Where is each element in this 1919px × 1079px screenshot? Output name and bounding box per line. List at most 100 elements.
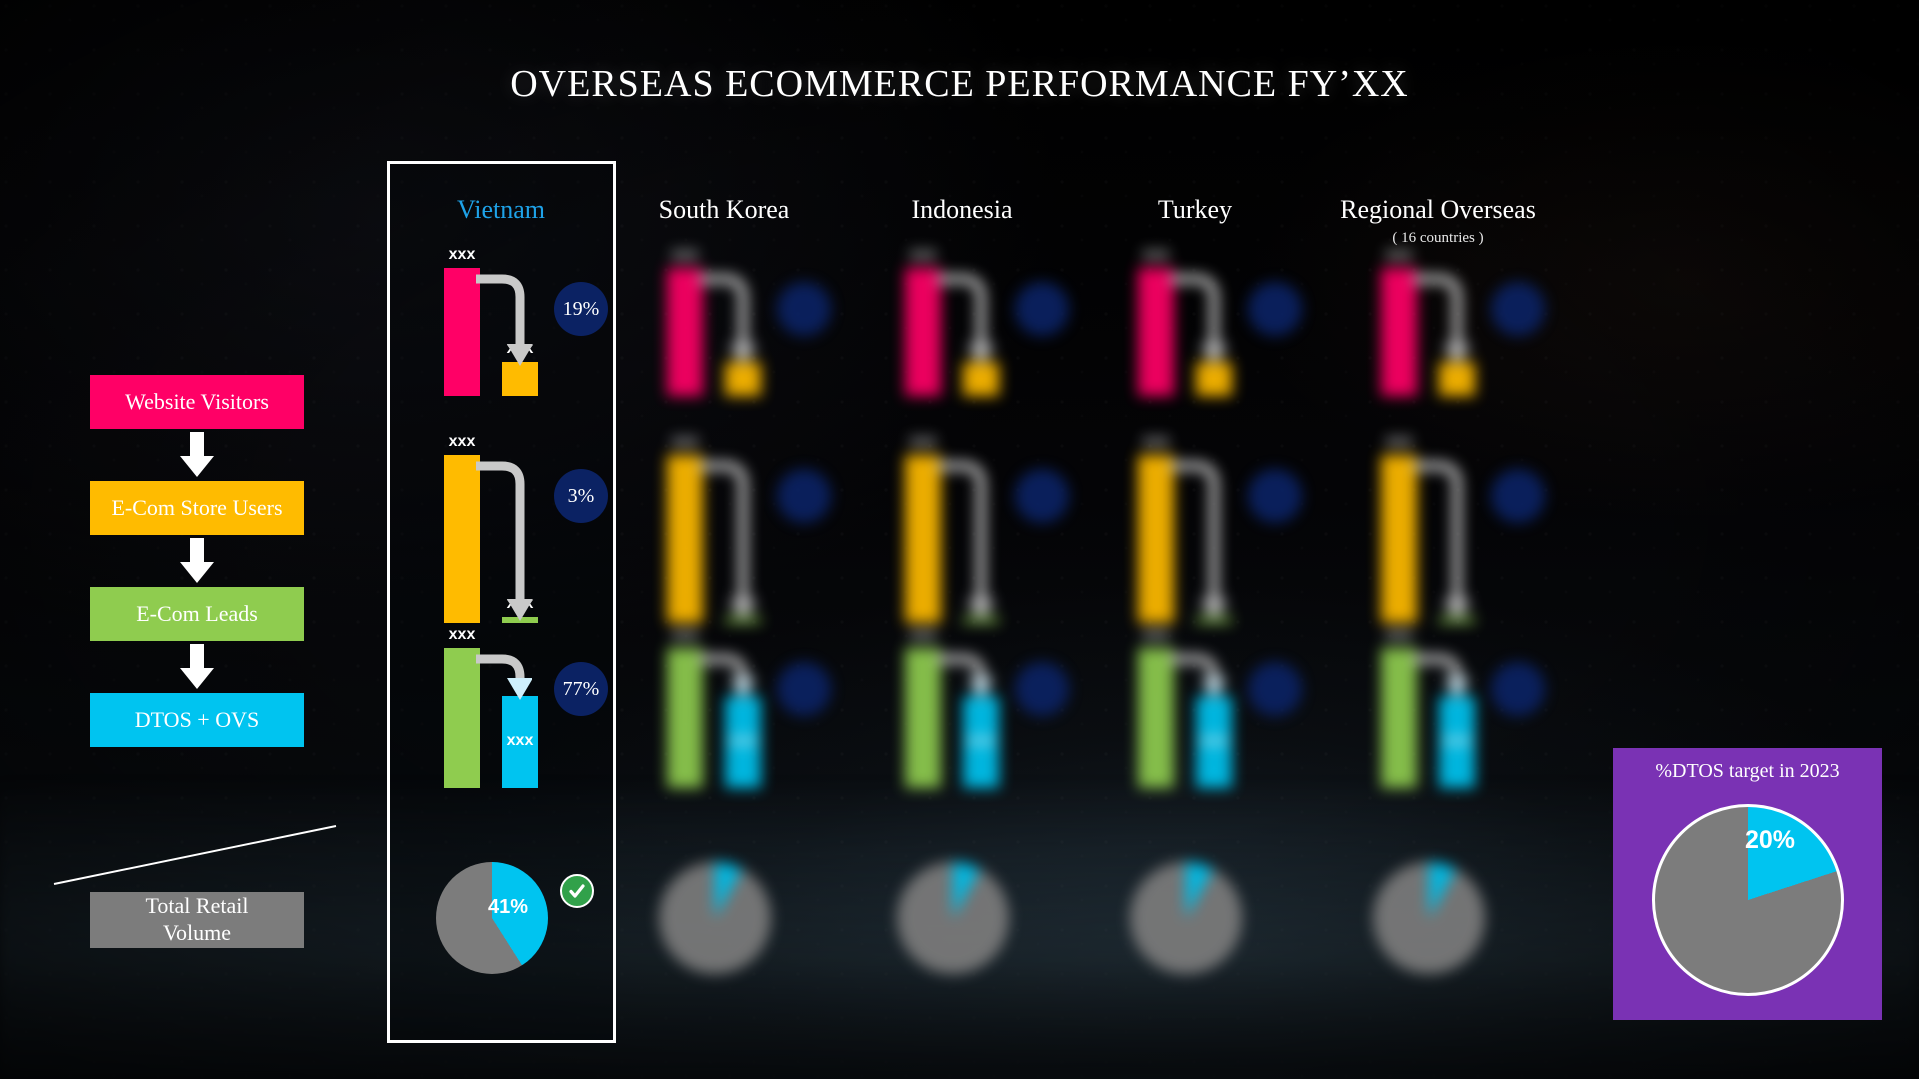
- dtos-share-pie: 41%: [436, 862, 548, 974]
- funnel-legend: Website Visitors E-Com Store Users E-Com L…: [90, 375, 304, 747]
- bar-from-value-2: xxx: [909, 626, 937, 643]
- dtos-target-card: %DTOS target in 2023 20%: [1613, 748, 1882, 1020]
- dtos-target-title: %DTOS target in 2023: [1655, 760, 1840, 782]
- conversion-rate-badge-2: [1491, 662, 1545, 716]
- funnel-step-3: DTOS + OVS: [90, 693, 304, 747]
- bar-from-value-1: xxx: [448, 433, 476, 450]
- conversion-group-2: xxx xxx: [1323, 626, 1553, 828]
- bar-from-value-0: xxx: [1385, 246, 1413, 263]
- bar-from-value-2: xxx: [1142, 626, 1170, 643]
- conversion-arrow-icon: [1170, 461, 1226, 621]
- bar-from-0: [1381, 268, 1417, 396]
- column-header-regional-overseas[interactable]: Regional Overseas: [1340, 195, 1536, 224]
- bar-from-value-2: xxx: [448, 626, 476, 643]
- conversion-arrow-icon: [1413, 461, 1469, 621]
- bar-to-2: [963, 696, 999, 788]
- bar-from-0: [905, 268, 941, 396]
- conversion-group-1: xxx xxx: [1323, 433, 1553, 663]
- dtos-target-value: 20%: [1745, 826, 1796, 854]
- dtos-share-pie-value: 41%: [488, 896, 529, 918]
- bar-from-value-0: xxx: [448, 246, 476, 263]
- conversion-rate-badge-2: [1015, 662, 1069, 716]
- bar-from-2: [1138, 648, 1174, 788]
- conversion-group-1: xxx xxx 3%: [386, 433, 616, 663]
- bar-from-0: [444, 268, 480, 396]
- bar-from-2: [444, 648, 480, 788]
- funnel-step-2: E-Com Leads: [90, 587, 304, 641]
- page-title: OVERSEAS ECOMMERCE PERFORMANCE FY’XX: [510, 63, 1409, 105]
- conversion-arrow-icon: [699, 274, 755, 366]
- bar-to-value-2: xxx: [967, 732, 995, 749]
- conversion-arrow-icon: [1170, 274, 1226, 366]
- conversion-arrow-icon: [476, 654, 532, 700]
- total-retail-line1: Total Retail: [145, 893, 249, 919]
- bar-from-1: [667, 455, 703, 623]
- conversion-rate-badge-1: [777, 469, 831, 523]
- conversion-group-2: xxx xxx: [847, 626, 1077, 828]
- bar-to-0: [502, 362, 538, 396]
- bar-to-2: [502, 696, 538, 788]
- conversion-arrow-icon: [937, 461, 993, 621]
- dtos-target-pie: [1651, 804, 1844, 996]
- conversion-arrow-icon: [1413, 274, 1469, 366]
- bar-from-value-2: xxx: [671, 626, 699, 643]
- conversion-rate-value: 77%: [562, 677, 600, 700]
- bar-to-0: [1439, 362, 1475, 396]
- conversion-arrow-icon: [699, 654, 755, 700]
- dtos-share-pie-wrapper: 41%: [436, 862, 594, 974]
- column-header-vietnam[interactable]: Vietnam: [457, 195, 545, 224]
- conversion-group-1: xxx xxx: [847, 433, 1077, 663]
- bar-from-1: [1138, 455, 1174, 623]
- conversion-group-2: xxx xxx: [1080, 626, 1310, 828]
- bar-to-2: [1196, 696, 1232, 788]
- column-header-turkey[interactable]: Turkey: [1157, 195, 1233, 224]
- funnel-arrow-down-icon: [90, 535, 304, 587]
- dtos-share-pie: [1130, 862, 1242, 974]
- total-retail-line2: Volume: [162, 920, 232, 945]
- bar-to-2: [725, 696, 761, 788]
- conversion-rate-badge-0: [777, 282, 831, 336]
- dtos-share-pie: [1373, 862, 1485, 974]
- bar-to-value-2: xxx: [506, 732, 534, 749]
- column-subheader: ( 16 countries ): [1392, 230, 1484, 246]
- conversion-rate-value: 19%: [562, 297, 600, 320]
- bar-to-2: [1439, 696, 1475, 788]
- bar-from-value-1: xxx: [1142, 433, 1170, 450]
- conversion-rate-badge-0: [1248, 282, 1302, 336]
- conversion-rate-badge-2: 77%: [554, 662, 608, 716]
- bar-from-value-0: xxx: [1142, 246, 1170, 263]
- bar-to-value-2: xxx: [1200, 732, 1228, 749]
- conversion-group-1: xxx xxx: [1080, 433, 1310, 663]
- bar-from-0: [667, 268, 703, 396]
- total-retail-volume-box: Total Retail Volume: [90, 892, 304, 948]
- conversion-arrow-icon: [1170, 654, 1226, 700]
- bar-from-2: [1381, 648, 1417, 788]
- conversion-rate-badge-1: [1015, 469, 1069, 523]
- bar-to-0: [963, 362, 999, 396]
- bar-to-value-2: xxx: [729, 732, 757, 749]
- bar-from-2: [905, 648, 941, 788]
- bar-from-value-1: xxx: [909, 433, 937, 450]
- bar-from-1: [1381, 455, 1417, 623]
- column-header-indonesia[interactable]: Indonesia: [911, 195, 1013, 224]
- conversion-rate-value: 3%: [567, 484, 595, 507]
- funnel-step-label: E-Com Store Users: [111, 495, 283, 521]
- conversion-arrow-icon: [476, 461, 532, 621]
- funnel-arrow-down-icon: [90, 641, 304, 693]
- bar-from-1: [444, 455, 480, 623]
- conversion-rate-badge-1: [1248, 469, 1302, 523]
- conversion-group-2: xxx xxx 77%: [386, 626, 616, 828]
- dtos-share-pie: [897, 862, 1009, 974]
- dtos-share-pie-wrapper: [1130, 862, 1242, 974]
- bar-from-value-0: xxx: [671, 246, 699, 263]
- conversion-rate-badge-1: [1491, 469, 1545, 523]
- column-header-south-korea[interactable]: South Korea: [658, 195, 790, 224]
- bar-from-value-1: xxx: [671, 433, 699, 450]
- dtos-share-pie-wrapper: [897, 862, 1009, 974]
- dtos-share-pie-wrapper: [659, 862, 771, 974]
